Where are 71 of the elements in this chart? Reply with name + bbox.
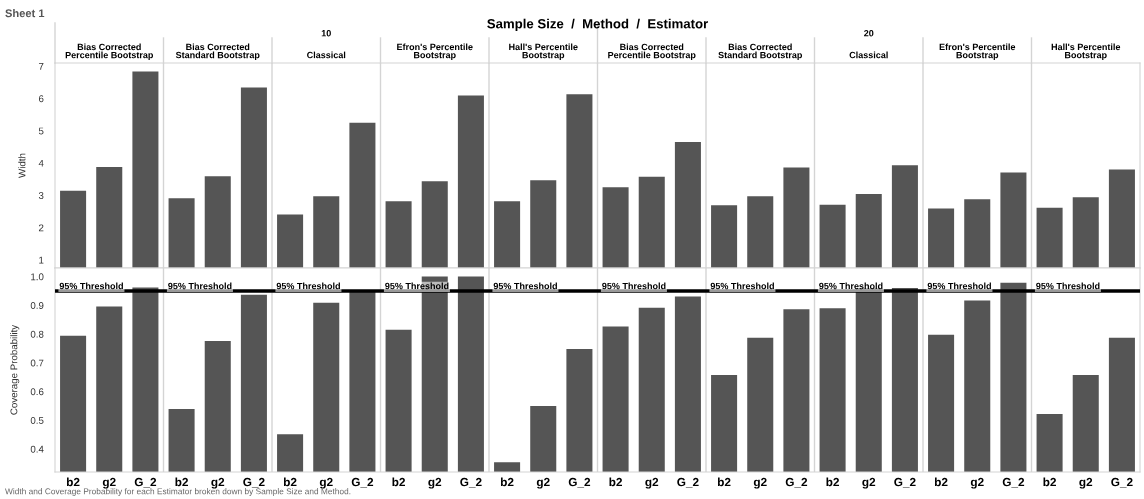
x-tick-label: b2 — [717, 477, 731, 487]
y-tick-label: 3 — [38, 192, 44, 199]
x-tick-label: g2 — [970, 477, 984, 489]
x-tick-label: b2 — [392, 477, 405, 487]
x-tick-label: g2 — [211, 477, 225, 489]
y-tick-label: 7 — [38, 63, 44, 70]
text: 95% Threshold — [819, 282, 883, 290]
y-tick-label: 1.0 — [31, 273, 44, 281]
text: Efron's Percentile Bootstrap — [939, 43, 1016, 60]
chart-title: Sample Size / Method / Estimator — [487, 18, 709, 32]
text: 95% Threshold — [927, 282, 991, 290]
y-tick-label: 0.4 — [30, 445, 44, 453]
text: Classical — [307, 51, 346, 59]
text: Sheet 1 — [5, 9, 45, 18]
x-tick-label: G_2 — [351, 477, 374, 488]
y-tick-label: 4 — [38, 159, 44, 167]
text: 95% Threshold — [385, 282, 449, 290]
text: 10 — [321, 30, 331, 37]
text: 20 — [864, 30, 874, 37]
text: Hall's Percentile Bootstrap — [1051, 43, 1121, 60]
text: Bias Corrected Percentile Bootstrap — [608, 43, 696, 60]
x-tick-label: G_2 — [1111, 477, 1133, 488]
y-tick-label: 0.6 — [30, 388, 44, 396]
x-tick-label: G_2 — [568, 477, 591, 488]
y-axis-title: Width — [18, 153, 26, 178]
y-tick-label: 0.9 — [30, 302, 44, 309]
x-tick-label: b2 — [609, 477, 622, 487]
text: 95% Threshold — [168, 282, 232, 290]
x-tick-label: g2 — [428, 477, 442, 489]
x-tick-label: b2 — [66, 477, 80, 487]
text: Hall's Percentile Bootstrap — [509, 43, 578, 60]
x-tick-label: g2 — [536, 477, 550, 489]
text: 95% Threshold — [276, 282, 340, 290]
text: Classical — [849, 51, 888, 59]
text: Bias Corrected Standard Bootstrap — [175, 43, 260, 60]
y-tick-label: 0.7 — [30, 359, 44, 367]
text: Bias Corrected Percentile Bootstrap — [65, 43, 154, 60]
x-tick-label: g2 — [753, 477, 767, 489]
text: Width and Coverage Probability for each Estimator broken down by Sample Size and Method. — [5, 488, 351, 496]
x-tick-label: g2 — [645, 477, 659, 489]
x-tick-label: G_2 — [134, 477, 157, 488]
x-tick-label: b2 — [175, 477, 188, 487]
y-tick-label: 6 — [38, 95, 44, 103]
y-tick-label: 0.8 — [30, 330, 44, 338]
text: 95% Threshold — [493, 282, 557, 290]
x-tick-label: g2 — [319, 477, 333, 489]
x-tick-label: g2 — [862, 477, 876, 489]
x-tick-label: G_2 — [460, 477, 482, 488]
x-tick-label: G_2 — [894, 477, 916, 488]
y-tick-label: 2 — [38, 224, 44, 232]
text: Bias Corrected Standard Bootstrap — [718, 43, 803, 60]
x-tick-label: b2 — [500, 477, 514, 487]
text: 95% Threshold — [602, 282, 666, 290]
ref-line-label: 95% Threshold — [59, 282, 123, 290]
text: 95% Threshold — [710, 282, 774, 290]
x-tick-label: G_2 — [243, 477, 265, 488]
x-tick-label: G_2 — [785, 477, 808, 488]
x-tick-label: G_2 — [1002, 477, 1025, 488]
x-tick-label: b2 — [1043, 477, 1056, 487]
x-tick-label: b2 — [826, 477, 839, 487]
y-tick-label: 1 — [39, 256, 44, 264]
text: 95% Threshold — [1036, 282, 1100, 290]
x-tick-label: g2 — [102, 477, 116, 489]
x-tick-label: g2 — [1079, 477, 1093, 489]
y-tick-label: 0.5 — [30, 417, 44, 424]
x-tick-label: G_2 — [677, 477, 699, 488]
x-tick-label: b2 — [283, 477, 297, 487]
y-tick-label: 5 — [38, 127, 44, 135]
x-tick-label: b2 — [934, 477, 948, 487]
y-axis-title: Coverage Probability — [10, 324, 20, 415]
text: Efron's Percentile Bootstrap — [397, 43, 473, 60]
